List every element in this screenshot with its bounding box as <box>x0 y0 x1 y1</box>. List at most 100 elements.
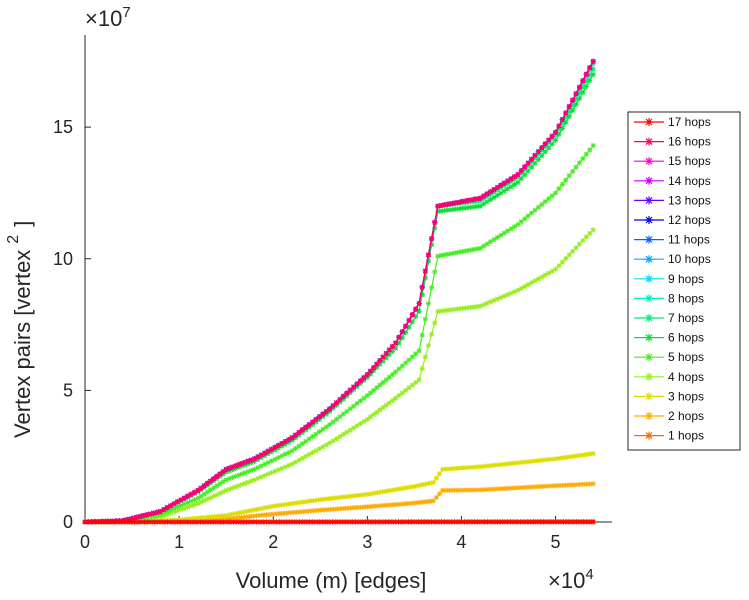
data-point <box>386 400 392 406</box>
data-point <box>171 505 177 511</box>
data-point <box>415 519 421 525</box>
data-point <box>272 447 278 453</box>
data-point <box>158 519 164 525</box>
data-point <box>236 464 242 470</box>
y-multiplier: ×107 <box>85 4 131 31</box>
data-point <box>461 248 467 254</box>
data-point <box>421 499 427 505</box>
data-point <box>178 502 184 508</box>
data-point <box>272 456 278 462</box>
data-point <box>330 438 336 444</box>
data-point <box>279 453 285 459</box>
data-point <box>126 516 132 522</box>
data-point <box>141 519 147 525</box>
data-point <box>236 472 242 478</box>
data-point <box>576 241 582 247</box>
data-point <box>532 207 538 213</box>
data-point <box>576 160 582 166</box>
data-point <box>344 408 350 414</box>
data-point <box>398 486 404 492</box>
data-point <box>341 494 347 500</box>
legend-item: 6 hops <box>634 331 704 345</box>
data-point <box>551 519 557 525</box>
data-point <box>269 449 275 455</box>
data-point <box>470 464 476 470</box>
data-point <box>201 498 207 504</box>
data-point <box>220 489 226 495</box>
data-point <box>454 206 460 212</box>
data-point <box>392 519 398 525</box>
data-point <box>358 504 364 510</box>
data-point <box>484 463 490 469</box>
data-point <box>313 419 319 425</box>
data-point <box>539 457 545 463</box>
data-point <box>300 509 306 515</box>
data-point <box>525 163 531 169</box>
data-point <box>401 501 407 507</box>
data-point <box>399 329 405 335</box>
data-point <box>438 208 444 214</box>
data-point <box>396 366 402 372</box>
data-point <box>467 464 473 470</box>
x-axis-label: Volume (m) [edges] <box>236 568 427 593</box>
legend-marker <box>645 235 653 244</box>
data-point <box>580 238 586 244</box>
data-point <box>382 519 388 525</box>
data-point <box>515 485 521 491</box>
data-point <box>546 140 552 146</box>
legend-marker <box>645 255 653 264</box>
data-point <box>178 507 184 513</box>
data-point <box>399 335 405 341</box>
data-point <box>243 514 249 520</box>
data-point <box>251 458 257 464</box>
data-point <box>468 519 474 525</box>
data-point <box>260 512 266 518</box>
data-point <box>441 208 447 214</box>
data-point <box>440 466 446 472</box>
data-point <box>226 486 232 492</box>
data-point <box>511 460 517 466</box>
data-point <box>270 503 276 509</box>
data-point <box>283 519 289 525</box>
legend-label: 11 hops <box>668 233 710 247</box>
data-point <box>155 519 161 525</box>
x-multiplier-exp: 4 <box>585 566 593 583</box>
data-point <box>161 513 167 519</box>
data-point <box>432 320 438 326</box>
data-point <box>233 473 239 479</box>
data-point <box>389 398 395 404</box>
data-point <box>304 508 310 514</box>
data-point <box>556 126 562 132</box>
data-point <box>467 304 473 310</box>
series-17-hops <box>82 519 596 525</box>
data-point <box>467 247 473 253</box>
data-point <box>178 497 184 503</box>
x-tick-label: 0 <box>80 532 90 552</box>
data-point <box>186 516 192 522</box>
data-point <box>217 519 223 525</box>
data-point <box>294 509 300 515</box>
data-point <box>518 219 524 225</box>
data-point <box>477 464 483 470</box>
data-point <box>451 206 457 212</box>
series-5-hops <box>82 143 596 525</box>
tick-group: 0 1 2 3 4 5 0 5 10 15 <box>53 117 561 552</box>
data-point <box>244 519 250 525</box>
data-point <box>227 516 233 522</box>
data-point <box>433 475 439 481</box>
data-point <box>529 210 535 216</box>
data-point <box>521 519 527 525</box>
data-point <box>323 411 329 417</box>
data-point <box>429 331 435 337</box>
data-point <box>474 246 480 252</box>
data-point <box>303 519 309 525</box>
legend-label: 15 hops <box>668 154 711 168</box>
data-point <box>289 435 295 441</box>
data-point <box>179 517 185 523</box>
data-point <box>248 478 254 484</box>
data-point <box>374 361 380 367</box>
data-point <box>357 380 363 386</box>
data-point <box>82 519 88 525</box>
data-point <box>396 340 402 346</box>
data-point <box>508 485 514 491</box>
